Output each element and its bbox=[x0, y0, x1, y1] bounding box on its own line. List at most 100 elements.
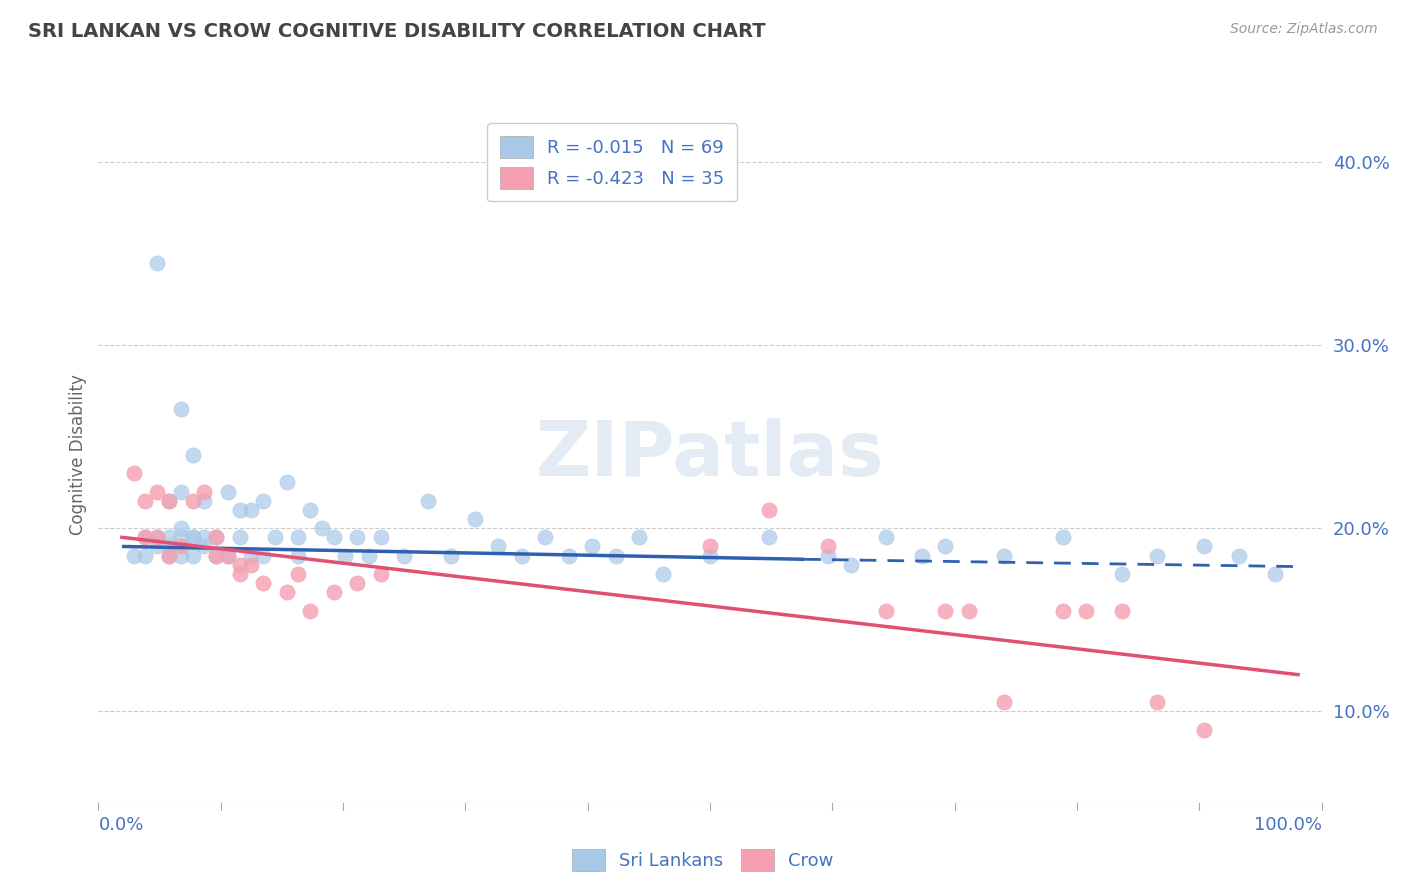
Point bbox=[558, 549, 581, 563]
Point bbox=[276, 585, 298, 599]
Point bbox=[699, 540, 721, 554]
Point bbox=[1146, 695, 1168, 709]
Point bbox=[276, 475, 298, 490]
Point bbox=[170, 521, 193, 535]
Point bbox=[1052, 603, 1074, 617]
Point bbox=[170, 484, 193, 499]
Point bbox=[322, 585, 344, 599]
Point bbox=[357, 549, 380, 563]
Point bbox=[1192, 723, 1215, 737]
Point bbox=[146, 540, 169, 554]
Point bbox=[534, 530, 557, 544]
Point bbox=[146, 530, 169, 544]
Point bbox=[228, 558, 250, 572]
Point bbox=[287, 549, 309, 563]
Point bbox=[287, 566, 309, 581]
Point bbox=[146, 484, 169, 499]
Point bbox=[228, 566, 250, 581]
Point bbox=[1264, 566, 1286, 581]
Point bbox=[1076, 603, 1098, 617]
Point bbox=[157, 549, 180, 563]
Point bbox=[217, 484, 239, 499]
Point bbox=[993, 549, 1015, 563]
Point bbox=[181, 493, 204, 508]
Point bbox=[157, 540, 180, 554]
Point bbox=[1052, 530, 1074, 544]
Point bbox=[346, 576, 368, 591]
Point bbox=[146, 255, 169, 269]
Point bbox=[581, 540, 603, 554]
Text: Source: ZipAtlas.com: Source: ZipAtlas.com bbox=[1230, 22, 1378, 37]
Point bbox=[181, 448, 204, 462]
Point bbox=[1111, 603, 1133, 617]
Point bbox=[228, 503, 250, 517]
Point bbox=[217, 549, 239, 563]
Text: 100.0%: 100.0% bbox=[1254, 816, 1322, 834]
Legend: Sri Lankans, Crow: Sri Lankans, Crow bbox=[565, 842, 841, 879]
Point bbox=[699, 549, 721, 563]
Point bbox=[181, 530, 204, 544]
Point bbox=[240, 549, 263, 563]
Point bbox=[299, 603, 322, 617]
Point bbox=[652, 566, 675, 581]
Point bbox=[335, 549, 357, 563]
Point bbox=[181, 530, 204, 544]
Point bbox=[193, 484, 215, 499]
Point bbox=[392, 549, 415, 563]
Point bbox=[170, 530, 193, 544]
Point bbox=[157, 493, 180, 508]
Point bbox=[370, 566, 392, 581]
Point bbox=[322, 530, 344, 544]
Point bbox=[193, 540, 215, 554]
Point bbox=[934, 603, 956, 617]
Point bbox=[122, 549, 145, 563]
Point bbox=[957, 603, 980, 617]
Point bbox=[217, 549, 239, 563]
Point bbox=[440, 549, 463, 563]
Point bbox=[205, 549, 228, 563]
Point bbox=[134, 530, 156, 544]
Point bbox=[1192, 540, 1215, 554]
Point bbox=[263, 530, 285, 544]
Point bbox=[122, 467, 145, 481]
Point bbox=[311, 521, 333, 535]
Point bbox=[1227, 549, 1250, 563]
Point bbox=[875, 603, 897, 617]
Point bbox=[134, 549, 156, 563]
Point bbox=[605, 549, 627, 563]
Point bbox=[839, 558, 862, 572]
Point bbox=[1146, 549, 1168, 563]
Point bbox=[993, 695, 1015, 709]
Point bbox=[170, 540, 193, 554]
Point bbox=[205, 549, 228, 563]
Point bbox=[817, 540, 839, 554]
Point bbox=[346, 530, 368, 544]
Point bbox=[252, 549, 274, 563]
Point bbox=[146, 530, 169, 544]
Point bbox=[911, 549, 934, 563]
Point bbox=[170, 402, 193, 417]
Point bbox=[934, 540, 956, 554]
Point bbox=[1111, 566, 1133, 581]
Point bbox=[252, 493, 274, 508]
Point bbox=[170, 549, 193, 563]
Point bbox=[416, 493, 439, 508]
Point bbox=[228, 530, 250, 544]
Text: 0.0%: 0.0% bbox=[98, 816, 143, 834]
Legend: R = -0.015   N = 69, R = -0.423   N = 35: R = -0.015 N = 69, R = -0.423 N = 35 bbox=[488, 123, 737, 202]
Point bbox=[628, 530, 651, 544]
Point bbox=[134, 530, 156, 544]
Point bbox=[252, 576, 274, 591]
Point bbox=[875, 530, 897, 544]
Point bbox=[193, 530, 215, 544]
Text: SRI LANKAN VS CROW COGNITIVE DISABILITY CORRELATION CHART: SRI LANKAN VS CROW COGNITIVE DISABILITY … bbox=[28, 22, 766, 41]
Point bbox=[205, 530, 228, 544]
Point bbox=[758, 530, 780, 544]
Point bbox=[157, 530, 180, 544]
Point bbox=[134, 493, 156, 508]
Point bbox=[299, 503, 322, 517]
Point bbox=[181, 549, 204, 563]
Point bbox=[510, 549, 533, 563]
Y-axis label: Cognitive Disability: Cognitive Disability bbox=[69, 375, 87, 535]
Point bbox=[157, 493, 180, 508]
